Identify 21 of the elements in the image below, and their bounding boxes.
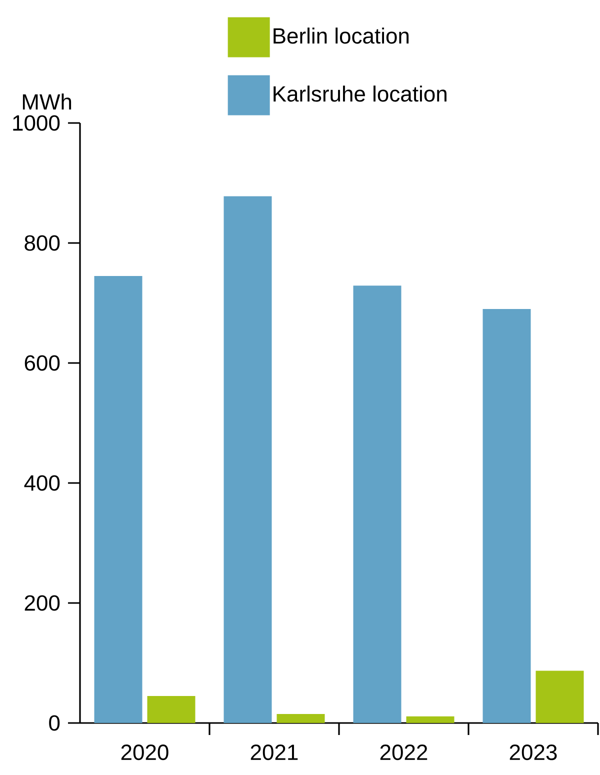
legend-label: Berlin location: [274, 28, 409, 44]
y-tick-label: 1000: [13, 115, 60, 131]
bar: [224, 196, 272, 723]
x-tick-label: 2022: [380, 744, 428, 760]
bar: [406, 716, 454, 723]
x-tick-label: 2021: [250, 744, 298, 760]
bar: [276, 714, 325, 723]
x-tick-label: 2020: [121, 744, 168, 760]
y-tick-label: 0: [49, 715, 60, 731]
y-tick-label: 400: [24, 475, 60, 491]
y-tick-label: 600: [24, 355, 60, 371]
bar: [482, 308, 531, 723]
bar: [94, 276, 142, 723]
y-axis-title: MWh: [22, 94, 72, 110]
bar: [353, 286, 402, 723]
legend-label: Karlsruhe location: [274, 86, 446, 102]
y-tick-label: 200: [24, 595, 60, 611]
y-tick-label: 800: [24, 235, 60, 251]
bar: [147, 696, 196, 723]
x-tick-label: 2023: [510, 744, 557, 760]
bar: [536, 670, 584, 723]
